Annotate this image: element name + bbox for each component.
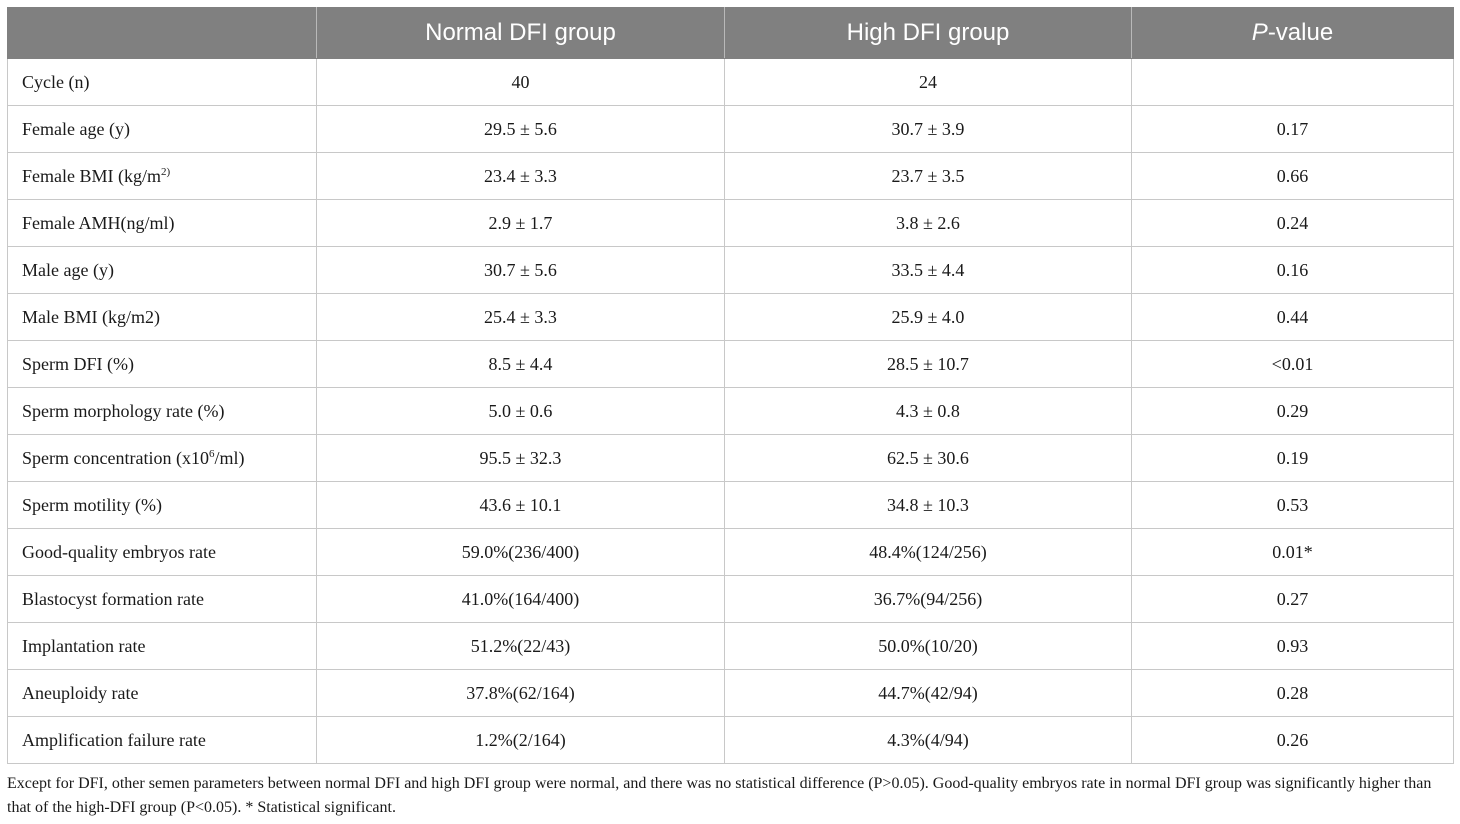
normal-dfi-value: 2.9 ± 1.7 <box>316 199 725 247</box>
p-value: 0.24 <box>1131 199 1454 247</box>
high-dfi-value: 4.3%(4/94) <box>724 716 1132 764</box>
normal-dfi-value: 51.2%(22/43) <box>316 622 725 670</box>
p-value: <0.01 <box>1131 340 1454 388</box>
normal-dfi-value: 29.5 ± 5.6 <box>316 105 725 153</box>
normal-dfi-value: 43.6 ± 10.1 <box>316 481 725 529</box>
row-label: Sperm motility (%) <box>7 481 317 529</box>
high-dfi-value: 50.0%(10/20) <box>724 622 1132 670</box>
row-label: Cycle (n) <box>7 58 317 106</box>
p-value: 0.93 <box>1131 622 1454 670</box>
high-dfi-value: 3.8 ± 2.6 <box>724 199 1132 247</box>
table-header: Normal DFI group High DFI group P-value <box>7 7 1454 59</box>
row-label: Implantation rate <box>7 622 317 670</box>
row-label-superscript: 6 <box>208 447 215 460</box>
table-row: Sperm concentration (x106/ml) 95.5 ± 32.… <box>7 434 1454 482</box>
table-row: Blastocyst formation rate 41.0%(164/400)… <box>7 575 1454 623</box>
table-row: Female BMI (kg/m2) 23.4 ± 3.3 23.7 ± 3.5… <box>7 152 1454 200</box>
row-label: Aneuploidy rate <box>7 669 317 717</box>
p-value: 0.16 <box>1131 246 1454 294</box>
normal-dfi-value: 95.5 ± 32.3 <box>316 434 725 482</box>
table-row: Good-quality embryos rate 59.0%(236/400)… <box>7 528 1454 576</box>
row-label-text: Sperm concentration (x10 <box>22 447 209 468</box>
p-value: 0.28 <box>1131 669 1454 717</box>
high-dfi-value: 23.7 ± 3.5 <box>724 152 1132 200</box>
high-dfi-value: 28.5 ± 10.7 <box>724 340 1132 388</box>
header-row: Normal DFI group High DFI group P-value <box>7 7 1454 59</box>
p-value: 0.66 <box>1131 152 1454 200</box>
high-dfi-value: 24 <box>724 58 1132 106</box>
high-dfi-value: 30.7 ± 3.9 <box>724 105 1132 153</box>
normal-dfi-value: 40 <box>316 58 725 106</box>
high-dfi-value: 48.4%(124/256) <box>724 528 1132 576</box>
p-value: 0.27 <box>1131 575 1454 623</box>
row-label: Amplification failure rate <box>7 716 317 764</box>
table-row: Implantation rate 51.2%(22/43) 50.0%(10/… <box>7 622 1454 670</box>
header-p-value: P-value <box>1131 7 1454 59</box>
high-dfi-value: 36.7%(94/256) <box>724 575 1132 623</box>
normal-dfi-value: 23.4 ± 3.3 <box>316 152 725 200</box>
table-body: Cycle (n) 40 24 Female age (y) 29.5 ± 5.… <box>7 58 1454 764</box>
high-dfi-value: 62.5 ± 30.6 <box>724 434 1132 482</box>
header-normal-dfi: Normal DFI group <box>316 7 725 59</box>
high-dfi-value: 33.5 ± 4.4 <box>724 246 1132 294</box>
row-label: Good-quality embryos rate <box>7 528 317 576</box>
normal-dfi-value: 37.8%(62/164) <box>316 669 725 717</box>
header-p-suffix: -value <box>1267 19 1334 46</box>
header-high-dfi: High DFI group <box>724 7 1132 59</box>
p-value: 0.17 <box>1131 105 1454 153</box>
row-label-text: Female BMI (kg/m <box>22 165 161 186</box>
p-value: 0.19 <box>1131 434 1454 482</box>
table-row: Sperm morphology rate (%) 5.0 ± 0.6 4.3 … <box>7 387 1454 435</box>
row-label: Female age (y) <box>7 105 317 153</box>
p-value: 0.01* <box>1131 528 1454 576</box>
p-value <box>1131 58 1454 106</box>
row-label: Sperm concentration (x106/ml) <box>7 434 317 482</box>
row-label-superscript: 2) <box>160 165 171 178</box>
row-label: Female AMH(ng/ml) <box>7 199 317 247</box>
p-value: 0.26 <box>1131 716 1454 764</box>
high-dfi-value: 4.3 ± 0.8 <box>724 387 1132 435</box>
high-dfi-value: 34.8 ± 10.3 <box>724 481 1132 529</box>
row-label-suffix: /ml) <box>214 447 245 468</box>
normal-dfi-value: 1.2%(2/164) <box>316 716 725 764</box>
table-row: Male age (y) 30.7 ± 5.6 33.5 ± 4.4 0.16 <box>7 246 1454 294</box>
normal-dfi-value: 25.4 ± 3.3 <box>316 293 725 341</box>
row-label: Female BMI (kg/m2) <box>7 152 317 200</box>
row-label: Sperm DFI (%) <box>7 340 317 388</box>
normal-dfi-value: 59.0%(236/400) <box>316 528 725 576</box>
header-p-letter: P <box>1251 19 1268 46</box>
high-dfi-value: 44.7%(42/94) <box>724 669 1132 717</box>
high-dfi-value: 25.9 ± 4.0 <box>724 293 1132 341</box>
table-footnote: Except for DFI, other semen parameters b… <box>7 775 1432 816</box>
row-label: Male BMI (kg/m2) <box>7 293 317 341</box>
table-row: Aneuploidy rate 37.8%(62/164) 44.7%(42/9… <box>7 669 1454 717</box>
table-row: Amplification failure rate 1.2%(2/164) 4… <box>7 716 1454 764</box>
table-row: Cycle (n) 40 24 <box>7 58 1454 106</box>
normal-dfi-value: 41.0%(164/400) <box>316 575 725 623</box>
table-container: Normal DFI group High DFI group P-value … <box>7 7 1454 764</box>
header-blank-cell <box>7 7 317 59</box>
row-label: Male age (y) <box>7 246 317 294</box>
table-row: Sperm motility (%) 43.6 ± 10.1 34.8 ± 10… <box>7 481 1454 529</box>
row-label: Sperm morphology rate (%) <box>7 387 317 435</box>
normal-dfi-value: 5.0 ± 0.6 <box>316 387 725 435</box>
table-row: Female age (y) 29.5 ± 5.6 30.7 ± 3.9 0.1… <box>7 105 1454 153</box>
normal-dfi-value: 30.7 ± 5.6 <box>316 246 725 294</box>
p-value: 0.53 <box>1131 481 1454 529</box>
results-table: Normal DFI group High DFI group P-value … <box>7 7 1454 764</box>
table-row: Female AMH(ng/ml) 2.9 ± 1.7 3.8 ± 2.6 0.… <box>7 199 1454 247</box>
row-label: Blastocyst formation rate <box>7 575 317 623</box>
table-row: Male BMI (kg/m2) 25.4 ± 3.3 25.9 ± 4.0 0… <box>7 293 1454 341</box>
table-row: Sperm DFI (%) 8.5 ± 4.4 28.5 ± 10.7 <0.0… <box>7 340 1454 388</box>
p-value: 0.29 <box>1131 387 1454 435</box>
p-value: 0.44 <box>1131 293 1454 341</box>
normal-dfi-value: 8.5 ± 4.4 <box>316 340 725 388</box>
